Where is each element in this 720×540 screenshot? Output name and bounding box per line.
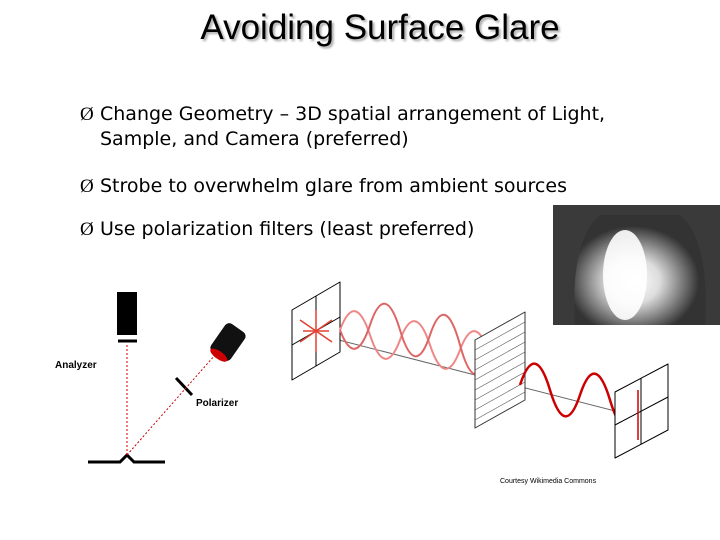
- polarizer-filter: [174, 376, 194, 397]
- bullet-marker: Ø: [80, 219, 94, 240]
- light-source: [210, 323, 246, 362]
- camera: [117, 292, 137, 335]
- bullet-text: Strobe to overwhelm glare from ambient s…: [100, 175, 567, 197]
- polarization-diagram: [291, 281, 669, 459]
- bullet: Ø Use polarization filters (least preferr…: [80, 217, 660, 242]
- analyzer-label: Analyzer: [55, 360, 97, 371]
- sample-surface: [88, 452, 165, 464]
- polarizer-label: Polarizer: [196, 398, 238, 409]
- bullet-marker: Ø: [80, 176, 94, 197]
- photo-glare: [603, 230, 647, 320]
- caption: Courtesy Wikimedia Commons: [500, 478, 597, 485]
- polarizer-grid: [474, 311, 526, 429]
- slide-title: Avoiding Surface Glare: [200, 8, 560, 47]
- bullet-text: Use polarization filters (least preferre…: [100, 218, 475, 240]
- bullet-marker: Ø: [80, 104, 94, 125]
- reflection-diagram: Analyzer Polarizer: [55, 292, 246, 464]
- bullet: Ø Strobe to overwhelm glare from ambient …: [80, 174, 660, 199]
- bullet-text: Change Geometry – 3D spatial arrangement…: [100, 103, 606, 150]
- bullet: Ø Change Geometry – 3D spatial arrangemen…: [80, 102, 660, 152]
